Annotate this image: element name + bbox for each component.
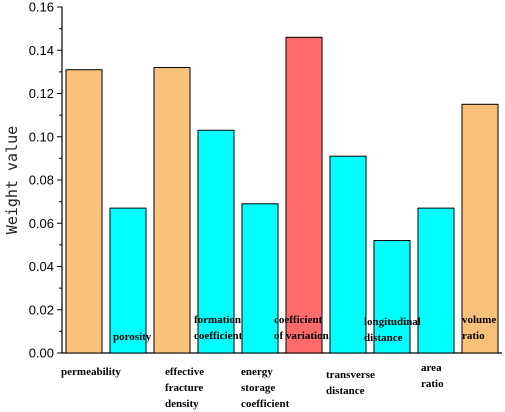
x-category-label: volume ratio <box>462 314 496 342</box>
y-axis-label: Weight value <box>3 126 21 234</box>
y-tick-label: 0.06 <box>29 216 54 231</box>
x-category-label: transverse distance <box>326 369 375 397</box>
bar <box>197 129 235 354</box>
bar <box>461 103 499 354</box>
y-tick-label: 0.02 <box>29 302 54 317</box>
y-tick-label: 0.14 <box>29 43 54 58</box>
y-tick-label: 0.04 <box>29 259 54 274</box>
x-category-label: longitudinal distance <box>364 316 421 344</box>
y-tick-label: 0.12 <box>29 86 54 101</box>
bar <box>373 240 411 354</box>
y-tick-label: 0.00 <box>29 346 54 361</box>
chart-bars <box>65 36 499 354</box>
x-category-label: energy storage coefficient <box>241 366 290 410</box>
x-category-label: formation coefficient <box>194 314 243 342</box>
y-tick-label: 0.08 <box>29 173 54 188</box>
x-category-label: area ratio <box>421 362 444 390</box>
y-tick-label: 0.16 <box>29 0 54 15</box>
bar <box>329 155 367 354</box>
x-category-label: porosity <box>113 331 152 343</box>
bar <box>153 67 191 354</box>
bar <box>65 69 103 354</box>
y-tick-label: 0.10 <box>29 129 54 144</box>
bar <box>285 36 323 354</box>
x-category-label: coefficient of variation <box>274 314 329 342</box>
bar <box>109 207 147 354</box>
x-category-label: effective fracture density <box>165 366 204 410</box>
bar <box>241 203 279 354</box>
chart-axes: 0.00 0.02 0.04 0.06 0.08 0.10 0.12 0.14 0.16 <box>29 0 502 361</box>
bar <box>417 207 455 354</box>
x-category-label: permeability <box>61 366 121 378</box>
category-labels: permeability porosity effective fracture den… <box>61 314 496 410</box>
